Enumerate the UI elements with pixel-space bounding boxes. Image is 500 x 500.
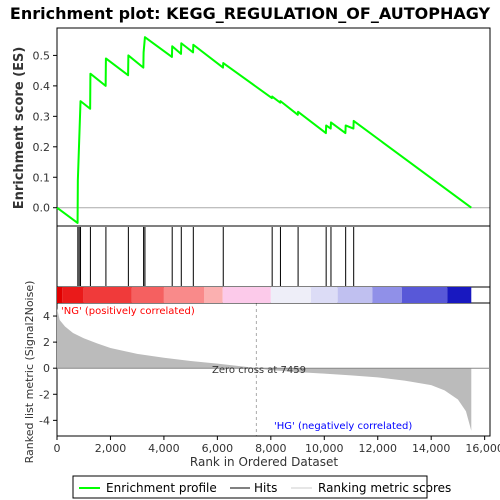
heatmap-band-4 bbox=[163, 287, 205, 303]
y-bottom-tick-label-0: -4 bbox=[39, 414, 50, 427]
heatmap-band-9 bbox=[337, 287, 373, 303]
y-bottom-tick-label-4: 4 bbox=[43, 310, 50, 323]
y-bottom-tick-label-3: 2 bbox=[43, 336, 50, 349]
y-bottom-tick-label-1: -2 bbox=[39, 388, 50, 401]
x-tick-label-1: 2,000 bbox=[95, 442, 127, 455]
heatmap-band-3 bbox=[131, 287, 164, 303]
legend-entry-hits: Hits bbox=[254, 481, 277, 495]
y-axis-label-es: Enrichment score (ES) bbox=[12, 47, 27, 210]
x-tick-label-4: 8,000 bbox=[255, 442, 287, 455]
y-axis-label-metric: Ranked list metric (Signal2Noise) bbox=[23, 281, 36, 464]
chart-title: Enrichment plot: KEGG_REGULATION_OF_AUTO… bbox=[10, 4, 491, 23]
legend-box bbox=[72, 475, 428, 499]
legend: Enrichment profile Hits Ranking metric s… bbox=[72, 475, 451, 499]
heatmap-band-8 bbox=[310, 287, 338, 303]
heatmap-band-11 bbox=[401, 287, 448, 303]
zero-cross-label: Zero cross at 7459 bbox=[212, 365, 306, 376]
heatmap-band-0 bbox=[57, 287, 63, 303]
legend-entry-profile: Enrichment profile bbox=[106, 481, 217, 495]
x-tick-label-8: 16,000 bbox=[465, 442, 500, 455]
legend-entry-metric: Ranking metric scores bbox=[318, 481, 451, 495]
heatmap-band-5 bbox=[204, 287, 223, 303]
x-tick-label-7: 14,000 bbox=[412, 442, 451, 455]
y-top-tick-label-5: 0.5 bbox=[33, 49, 51, 62]
y-top-tick-label-4: 0.4 bbox=[33, 80, 51, 93]
x-tick-label-6: 12,000 bbox=[358, 442, 397, 455]
x-tick-label-5: 10,000 bbox=[305, 442, 344, 455]
axis-ticks: 0 2,000 4,000 6,000 8,000 10,000 12,000 14,000 1… bbox=[33, 49, 500, 455]
x-axis-label: Rank in Ordered Dataset bbox=[190, 455, 338, 469]
hit-markers bbox=[77, 227, 355, 286]
heatmap-band-1 bbox=[62, 287, 84, 303]
x-tick-label-3: 6,000 bbox=[202, 442, 234, 455]
x-tick-label-0: 0 bbox=[54, 442, 61, 455]
heatmap-band-10 bbox=[372, 287, 402, 303]
heatmap-band-12 bbox=[447, 287, 472, 303]
ranked-metric-area bbox=[57, 308, 490, 431]
y-top-tick-label-3: 0.3 bbox=[33, 110, 51, 123]
y-top-tick-label-2: 0.2 bbox=[33, 141, 51, 154]
x-tick-label-2: 4,000 bbox=[148, 442, 180, 455]
positive-correlation-label: 'NG' (positively correlated) bbox=[61, 306, 195, 317]
ranking-heatmap bbox=[57, 287, 472, 303]
y-top-tick-label-1: 0.1 bbox=[33, 171, 51, 184]
metric-area bbox=[57, 308, 472, 431]
enrichment-profile bbox=[56, 36, 472, 224]
heatmap-band-7 bbox=[270, 287, 311, 303]
heatmap-band-6 bbox=[222, 287, 271, 303]
heatmap-band-2 bbox=[83, 287, 132, 303]
y-bottom-tick-label-2: 0 bbox=[43, 362, 50, 375]
y-top-tick-label-0: 0.0 bbox=[33, 202, 51, 215]
es-line bbox=[56, 36, 472, 224]
negative-correlation-label: 'HG' (negatively correlated) bbox=[274, 421, 412, 432]
